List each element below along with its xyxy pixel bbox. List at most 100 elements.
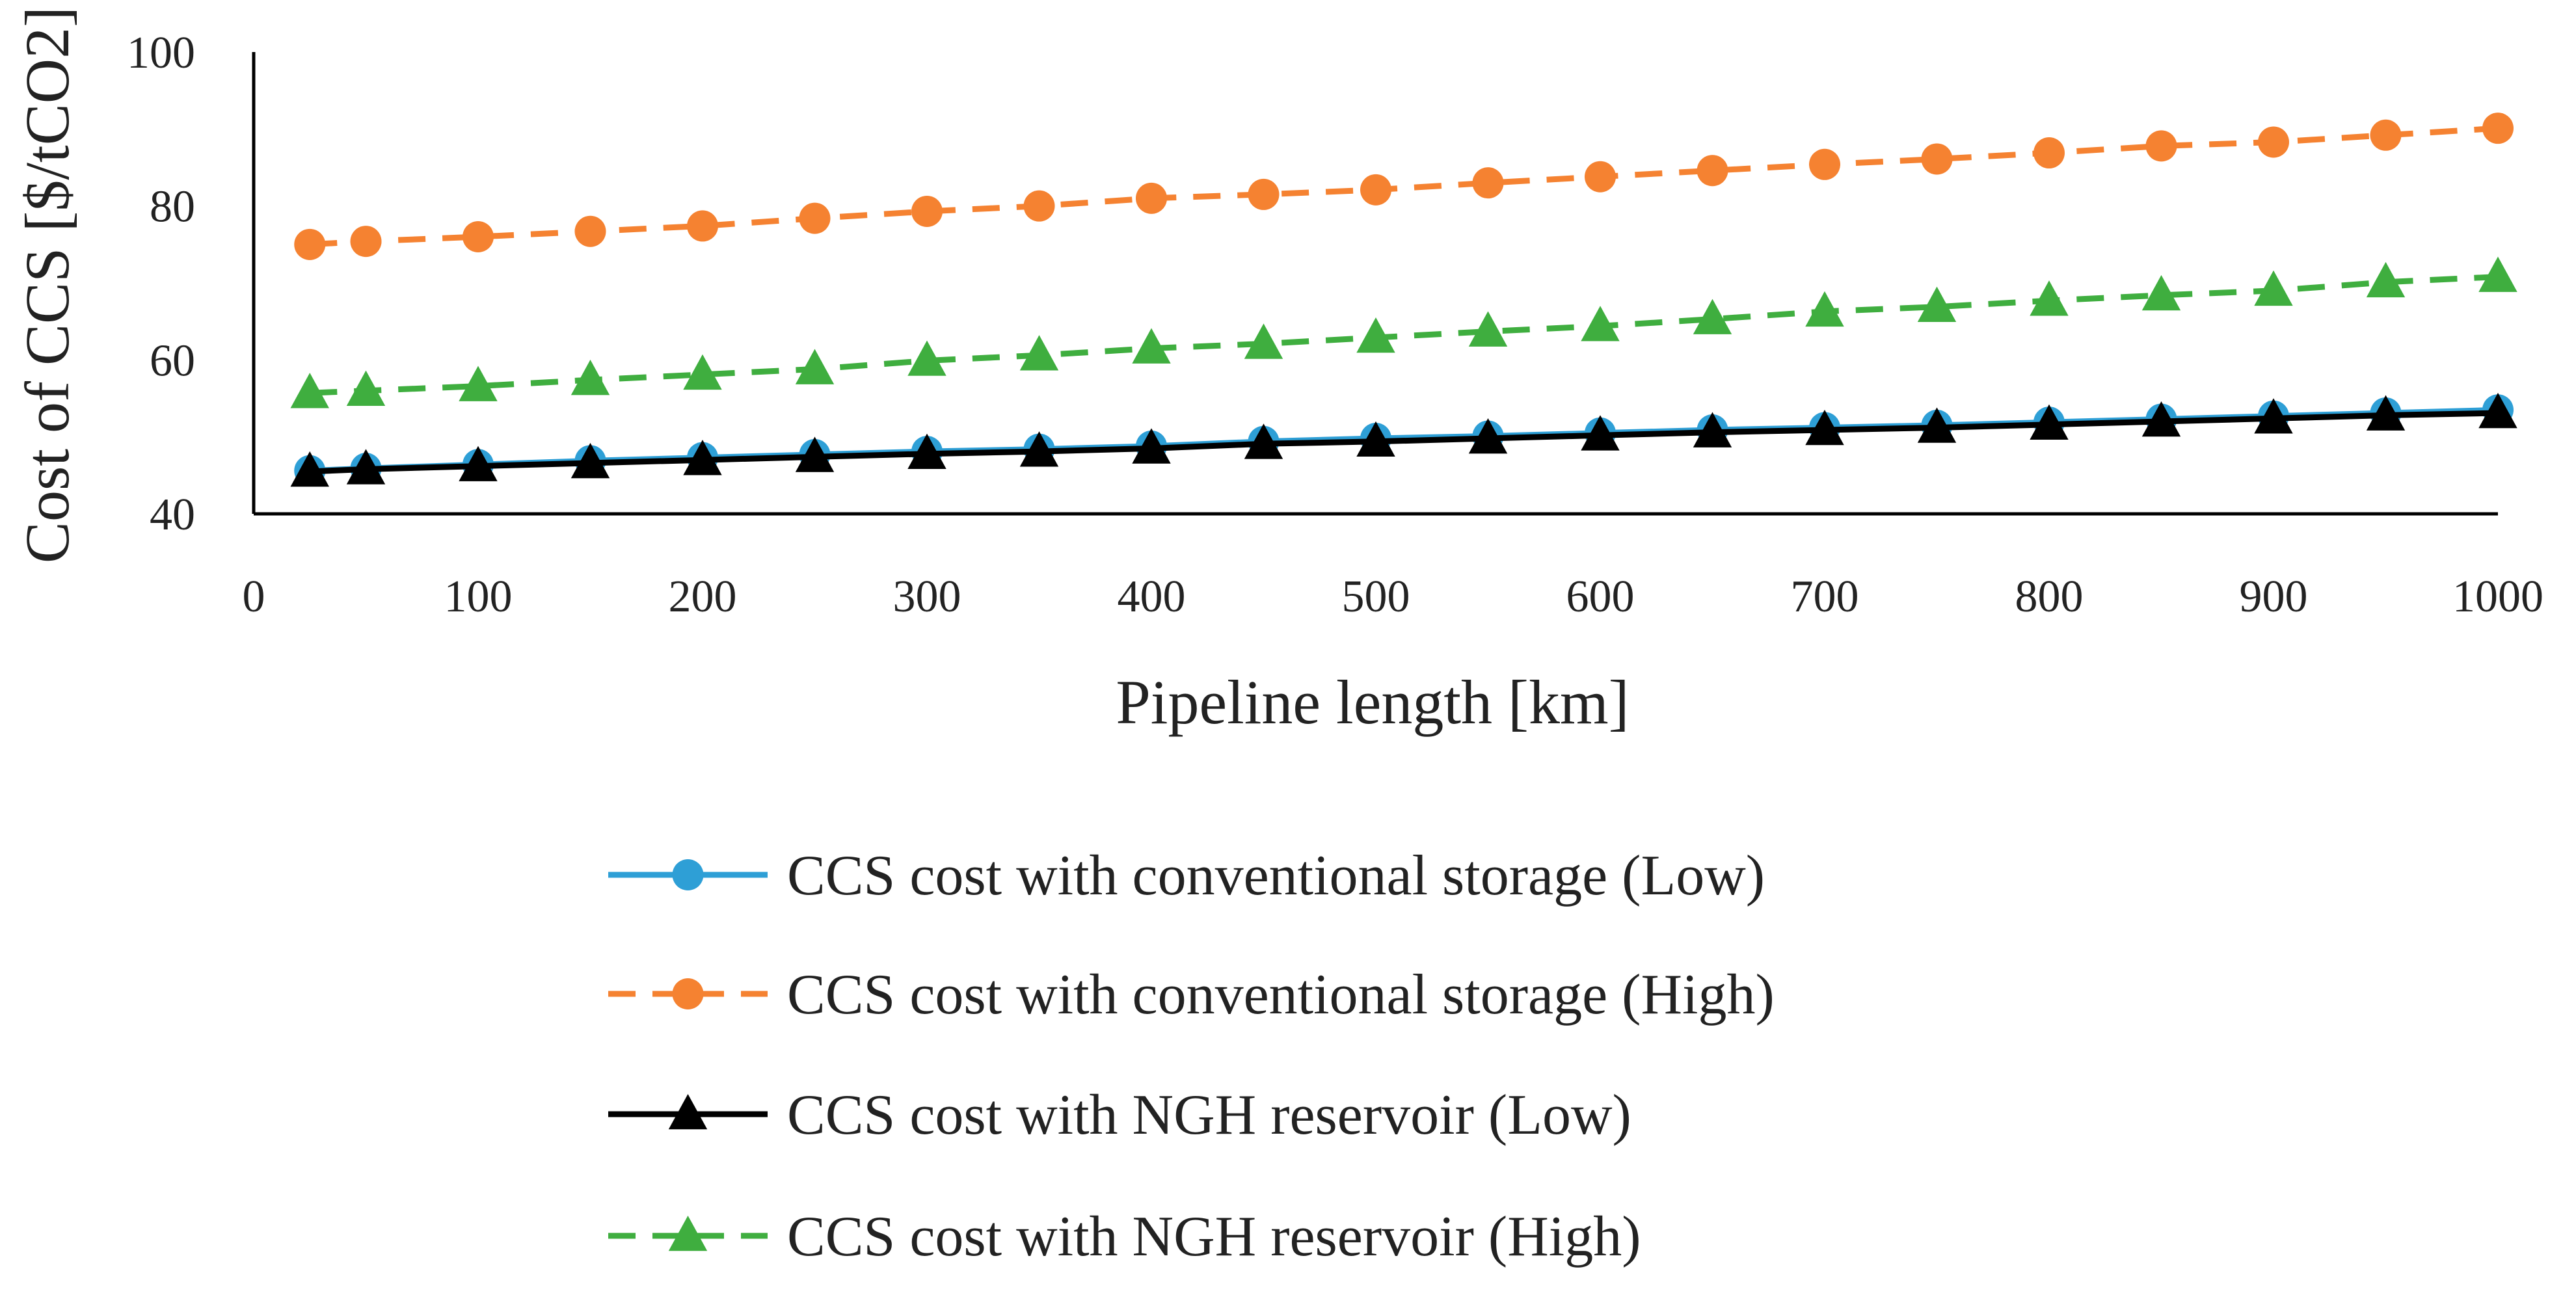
- series-3-point: [907, 433, 946, 469]
- series-4-point: [1805, 291, 1844, 327]
- legend-item-3: CCS cost with NGH reservoir (Low): [608, 1084, 1631, 1147]
- series-4-point: [1019, 335, 1059, 371]
- series-4-point: [1356, 317, 1395, 353]
- series-3-point: [1132, 428, 1171, 464]
- series-3-point: [2030, 404, 2069, 440]
- series-4-point: [1244, 323, 1283, 359]
- series-2-point: [1585, 161, 1616, 193]
- series-3-point: [1019, 431, 1059, 467]
- series-2-point: [687, 210, 718, 242]
- series-2-point: [2370, 119, 2402, 151]
- x-tick-label: 1000: [2452, 572, 2543, 622]
- series-3-point: [1244, 423, 1283, 459]
- series-3-point: [1581, 415, 1620, 451]
- y-tick-label: 60: [150, 336, 195, 386]
- axes: [252, 52, 2498, 516]
- series-2-point: [1136, 182, 1167, 214]
- series-4-point: [1468, 311, 1508, 347]
- series-3: [290, 392, 2517, 487]
- series-3-point: [2478, 392, 2517, 429]
- series-3-point: [1356, 421, 1395, 457]
- series-4-point: [2478, 256, 2517, 292]
- legend-swatch-marker: [668, 1093, 708, 1130]
- series-3-point: [2366, 395, 2406, 431]
- series-4-point: [1132, 328, 1171, 364]
- series-3-point: [346, 449, 386, 485]
- series-3-point: [1917, 407, 1957, 443]
- y-tick-label: 100: [127, 28, 195, 78]
- series-2-point: [1360, 174, 1391, 206]
- series-2: [294, 113, 2514, 260]
- series-4-point: [2254, 270, 2293, 306]
- series-2-point: [2033, 137, 2065, 169]
- series-2-point: [1697, 155, 1728, 187]
- legend-label: CCS cost with conventional storage (Low): [787, 844, 1765, 907]
- series-4-point: [2366, 261, 2406, 298]
- series-2-point: [294, 228, 326, 260]
- series-4-point: [1581, 306, 1620, 341]
- x-tick-label: 600: [1566, 572, 1635, 622]
- y-axis-title: Cost of CCS [$/tCO2]: [12, 7, 82, 563]
- x-tick-label: 300: [893, 572, 961, 622]
- series-3-point: [795, 436, 835, 472]
- x-tick-label: 700: [1791, 572, 1859, 622]
- legend-label: CCS cost with NGH reservoir (High): [787, 1205, 1641, 1268]
- series-3-point: [1805, 409, 1844, 446]
- legend: CCS cost with conventional storage (Low)…: [608, 844, 1775, 1268]
- series-3-point: [1468, 418, 1508, 454]
- series-2-point: [1472, 167, 1504, 199]
- series-3-point: [290, 451, 329, 487]
- y-tick-label: 40: [150, 490, 195, 540]
- series-2-point: [2482, 113, 2514, 144]
- series-2-point: [1921, 143, 1953, 175]
- series-4-point: [1917, 286, 1957, 322]
- series-4-point: [2030, 280, 2069, 316]
- series-2-point: [2258, 126, 2289, 158]
- series-4-point: [459, 366, 498, 401]
- series-4-point: [346, 370, 386, 406]
- x-tick-label: 0: [243, 572, 265, 622]
- series-4-point: [570, 360, 610, 395]
- series-4-point: [290, 373, 329, 408]
- series-layer: [290, 113, 2517, 487]
- x-tick-label: 100: [444, 572, 513, 622]
- series-4-point: [683, 354, 722, 390]
- legend-swatch-marker: [672, 859, 704, 890]
- legend-label: CCS cost with NGH reservoir (Low): [787, 1084, 1631, 1147]
- series-4-point: [1693, 299, 1732, 334]
- series-2-point: [463, 221, 494, 252]
- series-4-point: [907, 340, 946, 376]
- series-3-point: [459, 446, 498, 481]
- series-2-point: [1023, 190, 1055, 222]
- series-2-point: [350, 226, 382, 258]
- x-tick-label: 800: [2015, 572, 2084, 622]
- legend-swatch-marker: [668, 1215, 708, 1251]
- legend-item-1: CCS cost with conventional storage (Low): [608, 844, 1765, 907]
- x-axis-title: Pipeline length [km]: [1116, 667, 1629, 737]
- series-2-point: [1248, 178, 1280, 210]
- x-tick-label: 200: [669, 572, 737, 622]
- series-2-point: [1809, 148, 1840, 180]
- y-tick-label: 80: [150, 182, 195, 232]
- series-3-point: [683, 440, 722, 475]
- tick-labels: 0 100 200 300 400 500 600 700 800 900 1000 40 60 80 10…: [127, 28, 2543, 622]
- series-4-point: [795, 349, 835, 384]
- legend-item-4: CCS cost with NGH reservoir (High): [608, 1205, 1641, 1268]
- legend-swatch-marker: [672, 978, 704, 1009]
- legend-item-2: CCS cost with conventional storage (High…: [608, 963, 1775, 1026]
- series-2-point: [911, 195, 943, 227]
- x-tick-label: 900: [2240, 572, 2308, 622]
- legend-label: CCS cost with conventional storage (High…: [787, 963, 1775, 1026]
- series-4: [290, 256, 2517, 408]
- series-3-point: [2141, 401, 2181, 437]
- series-2-point: [574, 215, 606, 247]
- series-3-point: [2254, 398, 2293, 434]
- series-3-point: [1693, 412, 1732, 447]
- x-tick-label: 500: [1342, 572, 1410, 622]
- series-2-point: [799, 202, 831, 234]
- x-tick-label: 400: [1118, 572, 1186, 622]
- series-4-point: [2141, 274, 2181, 311]
- series-2-point: [2145, 130, 2177, 162]
- series-3-point: [570, 442, 610, 479]
